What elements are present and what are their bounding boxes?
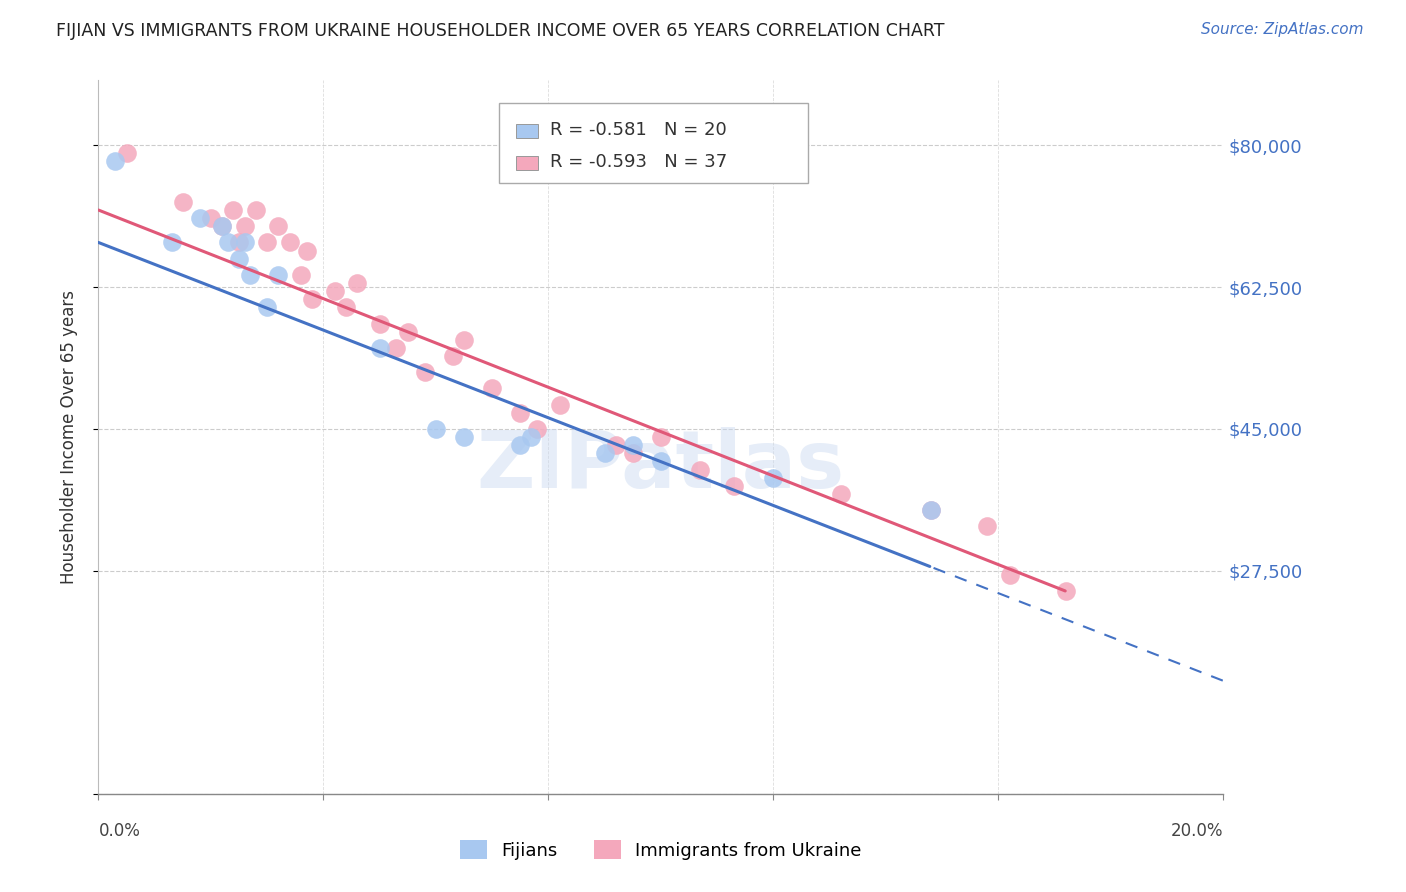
Point [267, 268, 290, 282]
Point [301, 292, 323, 306]
Y-axis label: Householder Income Over 65 years: Householder Income Over 65 years [59, 290, 77, 584]
Point [346, 276, 368, 290]
Point [526, 422, 548, 436]
Point [1054, 584, 1077, 599]
Point [233, 235, 256, 250]
Point [548, 398, 571, 412]
Point [239, 268, 262, 282]
Point [509, 406, 531, 420]
Point [650, 430, 672, 444]
Point [509, 438, 531, 452]
Point [520, 430, 543, 444]
Point [723, 479, 745, 493]
Point [115, 146, 138, 161]
Point [233, 219, 256, 234]
Point [621, 438, 644, 452]
Point [188, 211, 211, 226]
Point [441, 349, 464, 363]
Text: FIJIAN VS IMMIGRANTS FROM UKRAINE HOUSEHOLDER INCOME OVER 65 YEARS CORRELATION C: FIJIAN VS IMMIGRANTS FROM UKRAINE HOUSEH… [56, 22, 945, 40]
Point [172, 194, 194, 209]
Point [104, 154, 127, 169]
Point [762, 470, 785, 484]
Point [920, 503, 942, 517]
Point [217, 235, 239, 250]
Point [323, 284, 346, 298]
Point [222, 202, 245, 217]
Point [453, 333, 475, 347]
Point [689, 462, 711, 476]
Point [256, 301, 278, 315]
Point [998, 568, 1021, 582]
Text: 20.0%: 20.0% [1171, 822, 1223, 839]
Point [245, 202, 267, 217]
Point [605, 438, 627, 452]
Point [650, 454, 672, 468]
Text: Source: ZipAtlas.com: Source: ZipAtlas.com [1201, 22, 1364, 37]
Point [228, 235, 250, 250]
Text: R = -0.593   N = 37: R = -0.593 N = 37 [550, 153, 727, 171]
Point [267, 219, 290, 234]
Point [920, 503, 942, 517]
Text: ZIPatlas: ZIPatlas [477, 426, 845, 505]
Point [211, 219, 233, 234]
Point [593, 446, 616, 460]
Point [385, 341, 408, 355]
Text: 0.0%: 0.0% [98, 822, 141, 839]
Point [290, 268, 312, 282]
Legend: Fijians, Immigrants from Ukraine: Fijians, Immigrants from Ukraine [453, 832, 869, 867]
Point [335, 301, 357, 315]
Point [976, 519, 998, 533]
Point [295, 244, 318, 258]
Point [453, 430, 475, 444]
Point [621, 446, 644, 460]
Point [256, 235, 278, 250]
Point [413, 365, 436, 379]
Point [200, 211, 222, 226]
Point [830, 487, 852, 501]
Point [481, 381, 503, 395]
Point [228, 252, 250, 266]
Point [211, 219, 233, 234]
Point [278, 235, 301, 250]
Point [396, 325, 419, 339]
Text: R = -0.581   N = 20: R = -0.581 N = 20 [550, 121, 727, 139]
Point [368, 317, 391, 331]
Point [160, 235, 183, 250]
Point [368, 341, 391, 355]
Point [425, 422, 447, 436]
